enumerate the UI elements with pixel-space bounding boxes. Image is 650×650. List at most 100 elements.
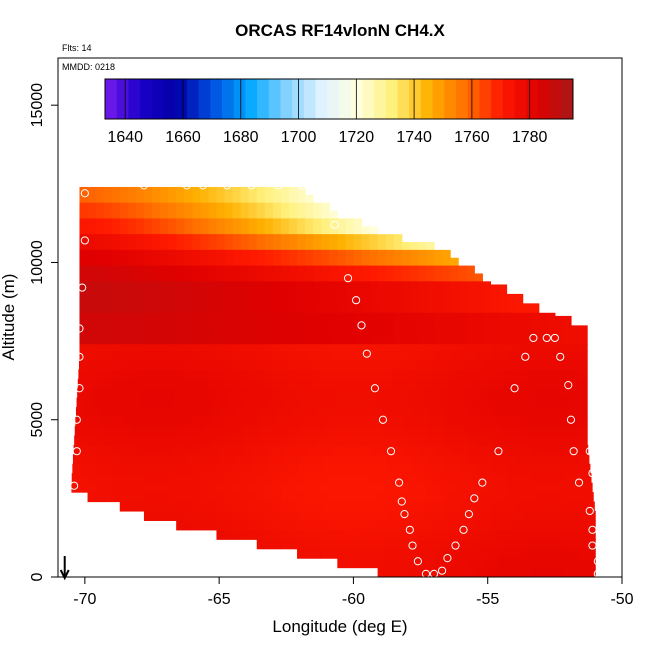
field-cell xyxy=(297,242,306,251)
field-cell xyxy=(545,378,554,389)
field-cell xyxy=(195,426,205,437)
field-cell xyxy=(414,407,424,418)
field-cell xyxy=(131,416,141,427)
field-cell xyxy=(111,265,121,275)
field-cell xyxy=(87,202,97,212)
field-cell xyxy=(417,558,427,569)
field-cell xyxy=(305,350,314,361)
field-cell xyxy=(87,492,97,503)
field-cell xyxy=(80,463,90,474)
field-cell xyxy=(103,303,113,314)
field-cell xyxy=(353,218,363,227)
field-cell xyxy=(417,265,427,275)
field-cell xyxy=(200,293,209,304)
track-point xyxy=(574,478,584,487)
field-cell xyxy=(482,539,491,550)
field-cell xyxy=(200,520,209,531)
field-cell xyxy=(581,435,588,446)
field-cell xyxy=(562,539,572,550)
field-cell xyxy=(119,265,129,275)
field-cell xyxy=(144,473,153,484)
field-cell xyxy=(434,473,443,484)
field-cell xyxy=(193,463,202,474)
field-cell xyxy=(111,344,121,352)
field-cell xyxy=(272,281,282,286)
field-cell xyxy=(499,454,509,465)
field-cell xyxy=(452,435,462,446)
field-cell xyxy=(353,293,363,304)
field-cell xyxy=(103,325,113,336)
field-cell xyxy=(243,435,253,446)
field-cell xyxy=(466,344,475,352)
field-cell xyxy=(288,529,298,540)
field-cell xyxy=(345,281,355,286)
field-cell xyxy=(280,539,290,550)
field-cell xyxy=(337,558,346,569)
field-cell xyxy=(442,501,451,512)
field-cell xyxy=(119,194,129,204)
field-cell xyxy=(538,558,548,569)
field-cell xyxy=(184,265,193,275)
field-cell xyxy=(512,378,522,389)
field-cell xyxy=(329,226,338,235)
field-cell xyxy=(455,388,465,399)
field-cell xyxy=(442,257,451,267)
field-cell xyxy=(538,567,548,577)
field-cell xyxy=(538,492,548,503)
field-cell xyxy=(488,388,497,399)
y-tick-label: 10000 xyxy=(29,240,46,285)
field-cell xyxy=(288,234,298,243)
field-cell xyxy=(444,444,453,455)
field-cell xyxy=(216,257,226,267)
field-cell xyxy=(314,463,323,474)
field-cell xyxy=(143,359,153,370)
field-cell xyxy=(103,257,113,267)
field-cell xyxy=(474,510,483,521)
field-cell xyxy=(113,444,123,455)
colorbar-segment xyxy=(303,79,317,119)
field-cell xyxy=(82,426,92,437)
field-cell xyxy=(434,510,443,521)
field-cell xyxy=(328,369,337,380)
field-cell xyxy=(437,416,447,427)
field-cell xyxy=(466,510,475,521)
field-cell xyxy=(192,210,201,220)
field-cell xyxy=(347,444,357,455)
field-cell xyxy=(417,312,427,317)
field-cell xyxy=(417,344,427,352)
field-cell xyxy=(87,312,97,317)
colorbar-segment xyxy=(151,79,164,119)
field-cell xyxy=(371,454,380,465)
field-cell xyxy=(490,492,500,503)
field-cell xyxy=(522,312,532,317)
field-cell xyxy=(434,265,443,275)
field-cell xyxy=(200,350,209,361)
field-cell xyxy=(353,558,363,569)
field-cell xyxy=(184,234,193,243)
field-cell xyxy=(482,492,491,503)
field-cell xyxy=(380,435,389,446)
field-cell xyxy=(393,359,402,370)
field-cell xyxy=(186,435,196,446)
field-cell xyxy=(450,273,459,282)
field-cell xyxy=(272,501,282,512)
field-cell xyxy=(450,482,459,493)
field-cell xyxy=(167,369,176,380)
field-cell xyxy=(442,281,451,286)
colorbar-segment xyxy=(175,79,188,119)
field-cell xyxy=(409,281,419,286)
field-cell xyxy=(234,444,244,455)
field-cell xyxy=(111,186,121,196)
field-cell xyxy=(135,293,145,304)
field-cell xyxy=(417,242,427,251)
track-point xyxy=(397,497,406,506)
field-cell xyxy=(208,520,218,531)
field-cell xyxy=(442,344,451,352)
field-cell xyxy=(216,520,226,531)
field-cell xyxy=(434,492,443,503)
field-cell xyxy=(297,281,306,286)
field-cell xyxy=(377,529,387,540)
field-cell xyxy=(264,210,274,220)
field-cell xyxy=(330,463,339,474)
